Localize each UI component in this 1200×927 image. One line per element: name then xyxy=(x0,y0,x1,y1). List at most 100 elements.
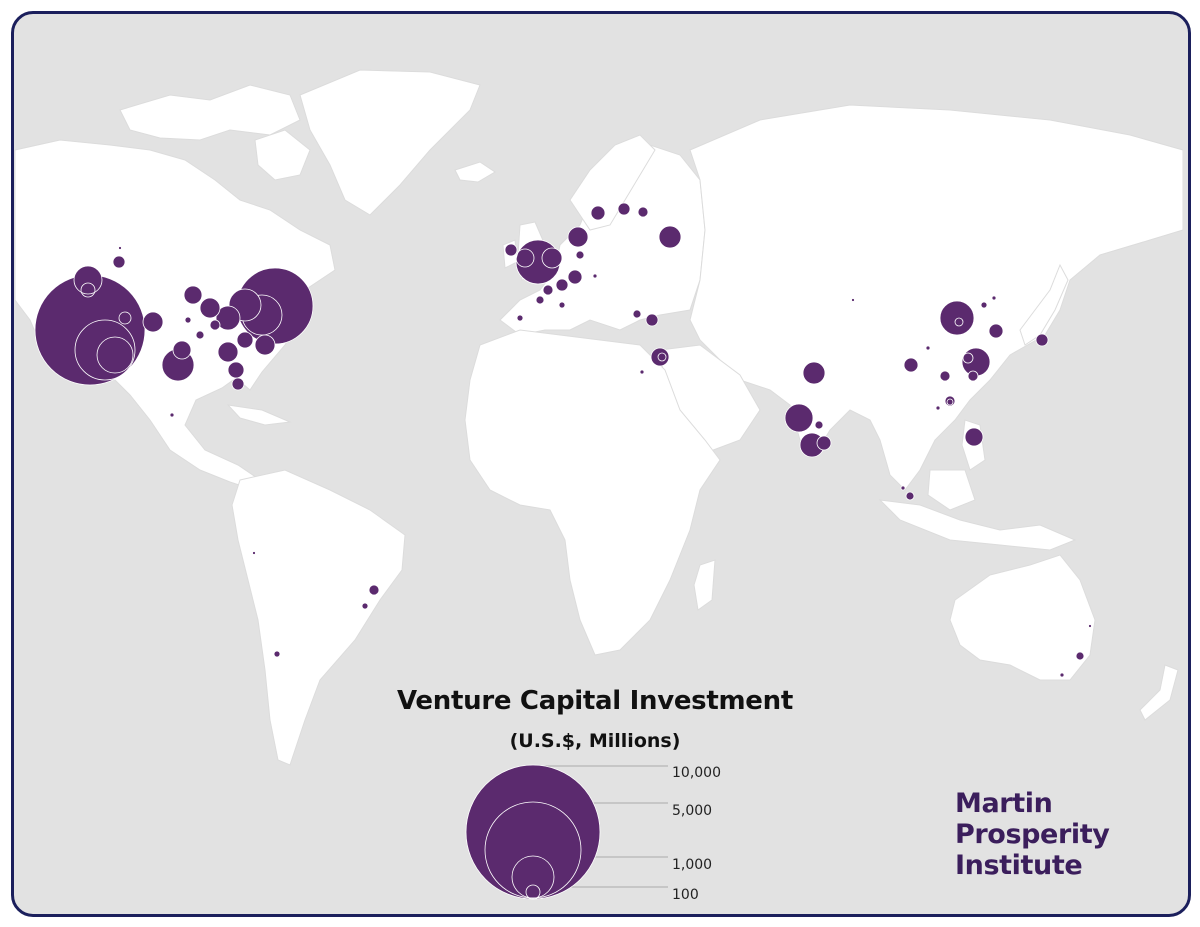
city-bubble xyxy=(784,403,814,433)
city-bubble xyxy=(504,243,518,257)
city-bubble xyxy=(195,330,205,340)
bubble-layer xyxy=(34,202,1092,678)
city-bubble xyxy=(535,295,545,305)
city-bubble xyxy=(217,341,239,363)
city-bubble xyxy=(542,284,554,296)
city-bubble xyxy=(905,491,915,501)
map-title: Venture Capital Investment xyxy=(397,686,793,716)
landmass-australia xyxy=(949,554,1096,681)
city-bubble xyxy=(954,317,964,327)
landmass-iceland xyxy=(454,161,496,183)
brand-line-2: Prosperity xyxy=(955,819,1110,850)
city-bubble xyxy=(209,319,221,331)
landmass-scandinavia xyxy=(569,134,656,231)
landmass-borneo xyxy=(927,469,976,511)
city-bubble xyxy=(1088,624,1092,628)
legend-circle-1000 xyxy=(511,855,555,899)
city-bubble xyxy=(1035,333,1049,347)
city-bubble xyxy=(988,323,1004,339)
city-bubble xyxy=(962,352,974,364)
city-bubble xyxy=(215,305,241,331)
city-bubble xyxy=(567,226,589,248)
city-bubble xyxy=(935,405,941,411)
city-bubble xyxy=(74,319,136,381)
city-bubble xyxy=(231,377,245,391)
city-bubble xyxy=(142,311,164,333)
city-bubble xyxy=(541,247,563,269)
city-bubble xyxy=(900,485,906,491)
city-bubble xyxy=(169,412,175,418)
legend-circle-100 xyxy=(525,884,541,900)
city-bubble xyxy=(802,361,826,385)
legend-label-5000: 5,000 xyxy=(672,803,713,819)
city-bubble xyxy=(814,420,824,430)
legend-circle-10000 xyxy=(465,764,601,900)
landmass-asia xyxy=(689,104,1183,491)
landmass-japan xyxy=(1019,263,1069,346)
brand-line-3: Institute xyxy=(955,850,1083,881)
city-bubble xyxy=(73,265,103,295)
city-bubble xyxy=(118,311,132,325)
city-bubble xyxy=(658,225,682,249)
city-bubble xyxy=(925,345,931,351)
city-bubble xyxy=(637,206,649,218)
landmass-arctic-islands xyxy=(119,84,301,141)
landmass-greenland xyxy=(299,69,481,216)
landmass-madagascar xyxy=(693,559,716,611)
city-bubble xyxy=(1059,672,1065,678)
city-bubble xyxy=(851,298,855,302)
map-subtitle: (U.S.$, Millions) xyxy=(509,730,681,752)
city-bubble xyxy=(1075,651,1085,661)
city-bubble xyxy=(657,352,667,362)
city-bubble xyxy=(944,395,956,407)
city-bubble xyxy=(273,650,281,658)
city-bubble xyxy=(184,316,192,324)
city-bubble xyxy=(172,340,192,360)
city-bubble xyxy=(946,398,954,406)
brand-line-1: Martin xyxy=(955,788,1053,819)
city-bubble xyxy=(227,361,245,379)
city-bubble xyxy=(575,250,585,260)
landmass-caribbean xyxy=(226,404,292,426)
city-bubble xyxy=(555,278,569,292)
city-bubble xyxy=(816,435,832,451)
landmass-new-zealand xyxy=(1139,664,1179,721)
city-bubble xyxy=(112,255,126,269)
landmass-south-america xyxy=(231,469,406,766)
city-bubble xyxy=(650,347,670,367)
city-bubble xyxy=(939,370,951,382)
city-bubble xyxy=(368,584,380,596)
city-bubble xyxy=(567,269,583,285)
city-bubble xyxy=(515,248,535,268)
brand-logo: Martin Prosperity Institute xyxy=(955,788,1110,881)
city-bubble xyxy=(991,295,997,301)
city-bubble xyxy=(632,309,642,319)
landmass-indonesia xyxy=(878,499,1077,551)
city-bubble xyxy=(96,336,134,374)
city-bubble xyxy=(199,297,221,319)
city-bubble xyxy=(980,301,988,309)
city-bubble xyxy=(939,300,975,336)
city-bubble xyxy=(590,205,606,221)
legend-label-1000: 1,000 xyxy=(672,857,713,873)
city-bubble xyxy=(964,427,984,447)
city-bubble xyxy=(80,282,96,298)
landmass-north-america xyxy=(14,139,336,493)
legend-label-100: 100 xyxy=(672,887,699,903)
city-bubble xyxy=(254,334,276,356)
city-bubble xyxy=(903,357,919,373)
city-bubble xyxy=(183,285,203,305)
city-bubble xyxy=(236,331,254,349)
city-bubble xyxy=(118,246,122,250)
landmass-africa xyxy=(464,329,721,656)
legend-label-10000: 10,000 xyxy=(672,765,721,781)
city-bubble xyxy=(252,551,256,555)
city-bubble xyxy=(592,273,598,279)
landmass-baffin-island xyxy=(254,129,311,181)
city-bubble xyxy=(645,313,659,327)
city-bubble xyxy=(361,602,369,610)
city-bubble xyxy=(967,370,979,382)
city-bubble xyxy=(516,314,524,322)
city-bubble xyxy=(558,301,566,309)
